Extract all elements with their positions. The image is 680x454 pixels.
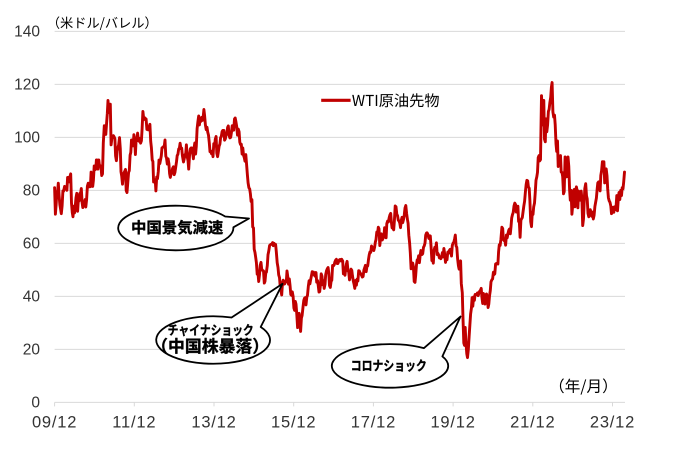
svg-text:60: 60 [23, 236, 41, 253]
svg-text:19/12: 19/12 [430, 414, 475, 432]
svg-text:120: 120 [14, 77, 40, 94]
svg-text:13/12: 13/12 [191, 414, 236, 432]
svg-text:17/12: 17/12 [351, 414, 396, 432]
svg-text:100: 100 [14, 130, 40, 147]
svg-text:40: 40 [23, 289, 41, 306]
svg-text:09/12: 09/12 [32, 414, 77, 432]
svg-text:0: 0 [31, 395, 40, 412]
svg-text:20: 20 [23, 342, 41, 359]
svg-text:15/12: 15/12 [271, 414, 316, 432]
svg-text:21/12: 21/12 [510, 414, 555, 432]
svg-text:140: 140 [14, 24, 40, 41]
svg-text:23/12: 23/12 [590, 414, 635, 432]
svg-text:80: 80 [23, 183, 41, 200]
svg-text:11/12: 11/12 [112, 414, 156, 432]
